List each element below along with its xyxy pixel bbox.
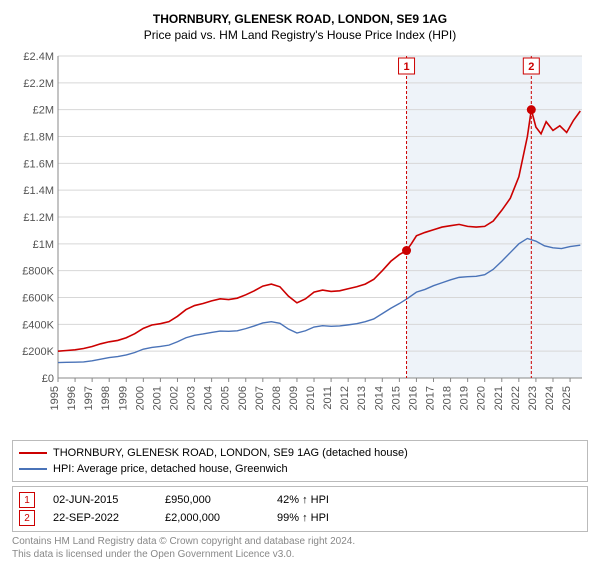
sale-hpi: 99% ↑ HPI [277, 512, 371, 524]
legend: THORNBURY, GLENESK ROAD, LONDON, SE9 1AG… [12, 440, 588, 482]
footer-attribution: Contains HM Land Registry data © Crown c… [12, 536, 588, 561]
line-chart-svg: £0 £200K £400K £600K £800K £1M £1.2M £1.4M £1.6M… [12, 48, 588, 436]
svg-text:2018: 2018 [442, 386, 454, 410]
svg-text:2: 2 [528, 61, 534, 73]
svg-text:2010: 2010 [305, 386, 317, 410]
svg-text:2016: 2016 [407, 386, 419, 410]
legend-label: THORNBURY, GLENESK ROAD, LONDON, SE9 1AG… [53, 447, 408, 459]
svg-text:1996: 1996 [66, 386, 78, 410]
legend-label: HPI: Average price, detached house, Gree… [53, 463, 288, 475]
chart-area: £0 £200K £400K £600K £800K £1M £1.2M £1.4M £1.6M… [12, 48, 588, 436]
sale-marker-label: 1 [19, 492, 35, 508]
svg-text:1: 1 [403, 61, 409, 73]
svg-text:1995: 1995 [49, 386, 61, 410]
svg-text:2025: 2025 [561, 386, 573, 410]
svg-text:£1.4M: £1.4M [23, 185, 54, 197]
svg-text:£1.8M: £1.8M [23, 132, 54, 144]
svg-text:2019: 2019 [459, 386, 471, 410]
svg-text:2024: 2024 [544, 386, 556, 410]
svg-text:2011: 2011 [322, 386, 334, 410]
svg-text:2006: 2006 [237, 386, 249, 410]
footer-line: This data is licensed under the Open Gov… [12, 549, 588, 561]
svg-text:2000: 2000 [134, 386, 146, 410]
svg-text:2004: 2004 [203, 386, 215, 410]
svg-text:2009: 2009 [288, 386, 300, 410]
sale-date: 02-JUN-2015 [53, 494, 147, 506]
svg-text:2014: 2014 [373, 386, 385, 410]
sale-marker-label: 2 [19, 510, 35, 526]
sale-hpi: 42% ↑ HPI [277, 494, 371, 506]
svg-text:2007: 2007 [254, 386, 266, 410]
sale-date: 22-SEP-2022 [53, 512, 147, 524]
legend-swatch [19, 468, 47, 470]
svg-text:£0: £0 [42, 373, 54, 385]
svg-text:£2.2M: £2.2M [23, 78, 54, 90]
svg-text:2013: 2013 [356, 386, 368, 410]
chart-title-line2: Price paid vs. HM Land Registry's House … [12, 28, 588, 42]
svg-text:2020: 2020 [476, 386, 488, 410]
chart-container: THORNBURY, GLENESK ROAD, LONDON, SE9 1AG… [0, 0, 600, 560]
svg-text:2022: 2022 [510, 386, 522, 410]
svg-text:2005: 2005 [220, 386, 232, 410]
svg-text:£2.4M: £2.4M [23, 51, 54, 63]
table-row: 1 02-JUN-2015 £950,000 42% ↑ HPI [19, 491, 581, 509]
legend-swatch [19, 452, 47, 454]
table-row: 2 22-SEP-2022 £2,000,000 99% ↑ HPI [19, 509, 581, 527]
svg-text:1999: 1999 [117, 386, 129, 410]
svg-text:2023: 2023 [527, 386, 539, 410]
svg-text:2017: 2017 [425, 386, 437, 410]
svg-text:2003: 2003 [186, 386, 198, 410]
svg-text:2012: 2012 [339, 386, 351, 410]
svg-text:£2M: £2M [33, 105, 54, 117]
svg-text:2002: 2002 [168, 386, 180, 410]
svg-text:1997: 1997 [83, 386, 95, 410]
chart-title-line1: THORNBURY, GLENESK ROAD, LONDON, SE9 1AG [12, 12, 588, 26]
svg-text:2008: 2008 [271, 386, 283, 410]
sales-table: 1 02-JUN-2015 £950,000 42% ↑ HPI 2 22-SE… [12, 486, 588, 532]
sale-price: £2,000,000 [165, 512, 259, 524]
svg-text:1998: 1998 [100, 386, 112, 410]
svg-text:2015: 2015 [390, 386, 402, 410]
svg-text:£800K: £800K [22, 266, 54, 278]
legend-row: HPI: Average price, detached house, Gree… [19, 461, 581, 477]
sale-price: £950,000 [165, 494, 259, 506]
svg-text:2021: 2021 [493, 386, 505, 410]
svg-text:£600K: £600K [22, 293, 54, 305]
svg-text:£1.6M: £1.6M [23, 158, 54, 170]
svg-text:£1.2M: £1.2M [23, 212, 54, 224]
footer-line: Contains HM Land Registry data © Crown c… [12, 536, 588, 549]
legend-row: THORNBURY, GLENESK ROAD, LONDON, SE9 1AG… [19, 445, 581, 461]
svg-text:£200K: £200K [22, 346, 54, 358]
svg-text:2001: 2001 [151, 386, 163, 410]
svg-text:£1M: £1M [33, 239, 54, 251]
svg-text:£400K: £400K [22, 319, 54, 331]
